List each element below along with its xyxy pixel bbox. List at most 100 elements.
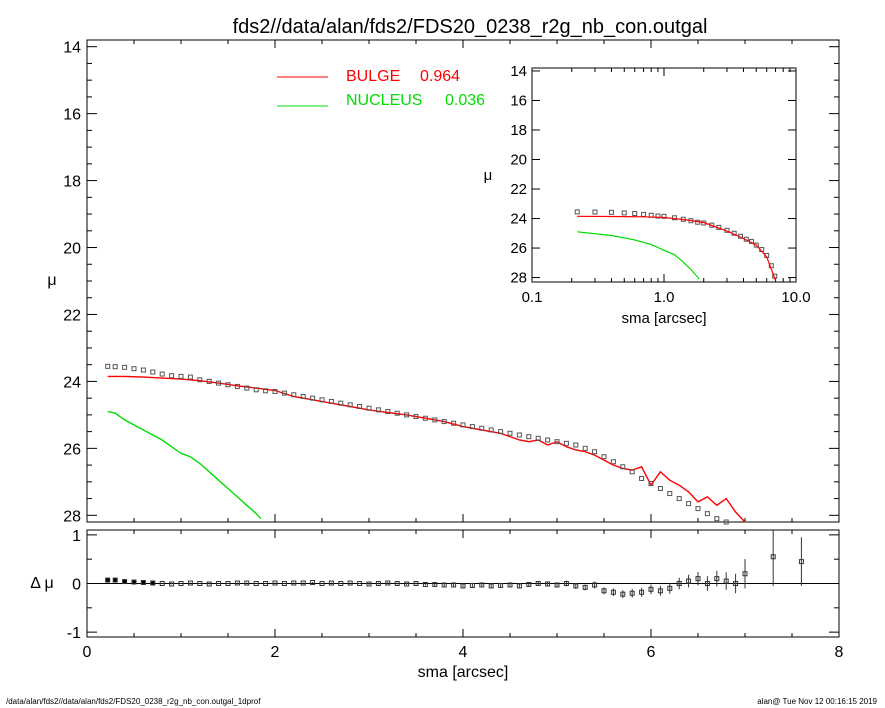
main-data-point [206, 378, 212, 384]
residual-point [451, 582, 457, 588]
residual-point [460, 583, 466, 589]
residual-point [197, 581, 203, 586]
main-data-point [498, 429, 504, 435]
main-data-point [573, 442, 579, 448]
residual-point [798, 559, 804, 565]
inset-data-point [574, 209, 580, 215]
main-data-point [319, 397, 325, 403]
residual-x-ticks: 0 2 4 6 8 [83, 530, 844, 661]
main-data-point [122, 364, 128, 370]
residual-point [620, 591, 626, 597]
residual-point [178, 581, 184, 586]
main-data-point [648, 481, 654, 487]
residual-point [206, 581, 212, 587]
residual-point [526, 581, 532, 587]
main-data-point [300, 393, 306, 399]
residual-point [488, 583, 494, 589]
residual-point [319, 581, 325, 586]
main-y-tick-label: 14 [63, 40, 81, 57]
x-tick-label: 6 [647, 644, 656, 661]
residual-point [413, 581, 419, 586]
main-data-point [159, 371, 165, 377]
residual-point [770, 554, 776, 560]
inset-00dd00-model-line [577, 231, 700, 280]
main-data-point [385, 409, 391, 415]
main-data-point [404, 412, 410, 418]
inset-y-tick-label: 24 [510, 211, 527, 228]
main-series-group [105, 363, 746, 525]
main-data-point [105, 363, 111, 369]
residual-point [187, 580, 193, 586]
residual-point [366, 581, 372, 587]
x-tick-label: 8 [835, 644, 844, 661]
main-data-point [394, 410, 400, 416]
inset-ff0000-model-line [577, 215, 777, 281]
residual-point [657, 588, 663, 594]
main-data-point [469, 424, 475, 430]
residual-point [733, 581, 739, 586]
residual-y-tick-label: 1 [72, 528, 81, 545]
residual-point [404, 581, 410, 587]
residual-series-group [87, 530, 839, 599]
main-data-point [216, 380, 222, 386]
main-y-tick-label: 24 [63, 374, 81, 391]
main-data-point [629, 469, 635, 475]
inset-x-ticks: 0.1 1.0 10.0 [522, 68, 811, 306]
main-data-point [592, 449, 598, 455]
main-data-point [723, 519, 729, 525]
inset-x-axis-label: sma [arcsec] [621, 310, 706, 327]
residual-point [375, 581, 381, 586]
main-data-point [310, 395, 316, 401]
residual-point [573, 583, 579, 589]
footer-path: /data/alan/fds2//data/alan/fds2/FDS20_02… [6, 697, 261, 706]
main-data-point [112, 364, 118, 370]
residual-point [554, 582, 560, 588]
main-data-point [263, 388, 269, 394]
main-data-point [563, 440, 569, 446]
residual-point [394, 581, 400, 586]
inset-x-tick-label: 1.0 [654, 289, 675, 306]
residual-point [225, 581, 231, 586]
residual-point [169, 581, 175, 587]
main-data-point [639, 475, 645, 481]
main-y-tick-label: 18 [63, 174, 81, 191]
main-y-tick-label: 20 [63, 241, 81, 258]
main-data-point [516, 432, 522, 438]
main-y-tick-label: 16 [63, 107, 81, 124]
main-y-tick-label: 28 [63, 508, 81, 525]
main-data-point [272, 388, 278, 394]
x-tick-label: 4 [459, 644, 468, 661]
residual-point [300, 580, 306, 586]
main-data-point [526, 434, 532, 440]
inset-y-tick-label: 18 [510, 122, 527, 139]
main-data-point [676, 496, 682, 502]
residual-point [122, 579, 128, 585]
main-ff0000-model-line [107, 375, 746, 523]
residual-point [516, 583, 522, 589]
main-data-point [169, 373, 175, 379]
residual-point [112, 577, 118, 583]
main-y-tick-label: 26 [63, 441, 81, 458]
inset-data-point [632, 211, 638, 217]
residual-point [507, 582, 513, 588]
main-data-point [545, 437, 551, 443]
residual-point [131, 579, 137, 585]
residual-y-ticks: 1 0 -1 [67, 528, 839, 642]
inset-panel: 0.1 1.0 10.0 14 16 18 20 22 24 26 28 sma [arcsec]… [484, 63, 811, 327]
residual-point [216, 581, 222, 586]
inset-data-point [592, 209, 598, 215]
residual-point [469, 582, 475, 588]
main-data-point [140, 367, 146, 373]
main-data-point [366, 405, 372, 411]
main-data-point [225, 382, 231, 388]
residual-point [385, 580, 391, 586]
legend: BULGE 0.964 NUCLEUS 0.036 [277, 68, 485, 109]
main-data-point [234, 383, 240, 389]
main-data-point [422, 415, 428, 421]
residual-point [253, 581, 259, 586]
main-data-point [328, 399, 334, 404]
inset-y-tick-label: 28 [510, 270, 527, 287]
inset-data-point [655, 213, 661, 219]
main-data-point [507, 430, 513, 436]
